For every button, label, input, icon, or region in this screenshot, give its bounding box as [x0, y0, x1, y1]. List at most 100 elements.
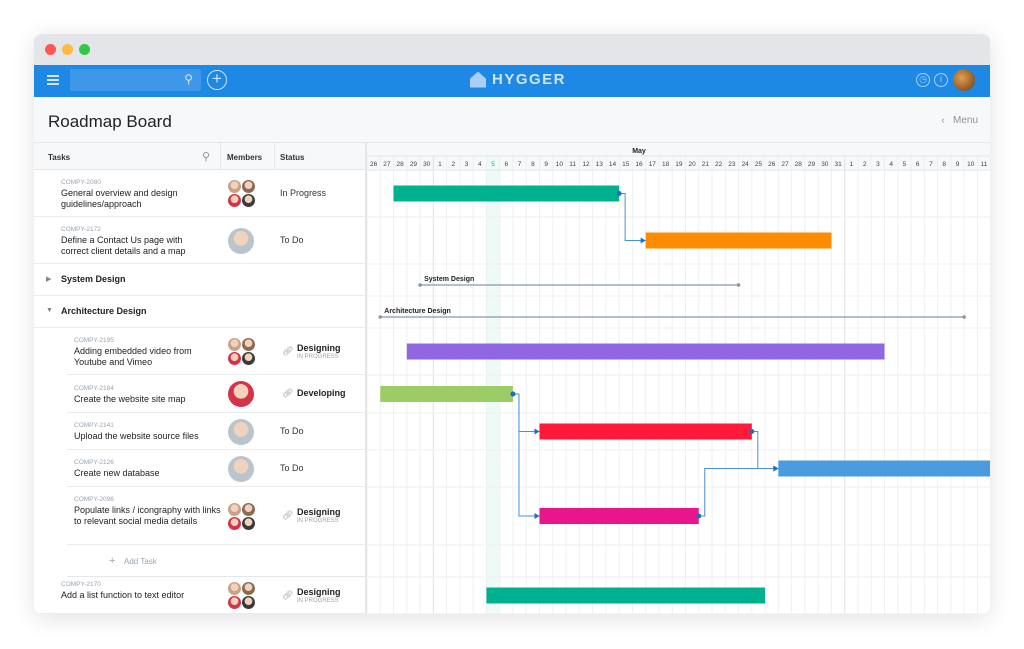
day-label: 28	[397, 161, 405, 168]
member-avatar[interactable]	[241, 516, 255, 530]
member-avatar[interactable]	[227, 180, 241, 193]
member-avatar[interactable]	[241, 596, 255, 609]
task-bar[interactable]	[380, 386, 513, 402]
day-label: 31	[834, 161, 842, 168]
member-avatar[interactable]	[241, 502, 255, 516]
task-id: COMPY-2172	[61, 225, 101, 233]
user-avatar[interactable]	[953, 69, 975, 91]
task-row[interactable]: COMPY-2126 Create new database To Do	[67, 450, 367, 487]
dependency-handle[interactable]	[510, 391, 516, 397]
task-name[interactable]: Upload the website source files	[74, 431, 199, 441]
member-avatar[interactable]	[228, 418, 254, 445]
task-name[interactable]: Populate links / icongraphy with links t…	[74, 504, 221, 526]
task-bar[interactable]	[486, 587, 766, 604]
task-name[interactable]: Define a Contact Us page with correct cl…	[61, 234, 186, 256]
task-row[interactable]: COMPY-2172 Define a Contact Us page with …	[34, 217, 367, 264]
minimize-window-button[interactable]	[62, 44, 73, 55]
status-label: In Progress	[280, 187, 327, 198]
maximize-window-button[interactable]	[79, 44, 90, 55]
day-label: 2	[863, 161, 867, 168]
column-header-status[interactable]: Status	[280, 153, 305, 162]
day-label: 4	[478, 161, 482, 168]
task-bar[interactable]	[406, 343, 885, 360]
task-name[interactable]: General overview and design guidelines/a…	[61, 187, 178, 209]
day-label: 15	[622, 161, 630, 168]
dependency-arrow-icon	[534, 513, 540, 519]
link-icon: 🔗︎	[282, 510, 294, 520]
dependency-handle[interactable]	[696, 513, 702, 519]
task-row[interactable]: COMPY-2096 Populate links / icongraphy wi…	[67, 487, 367, 545]
day-label: 27	[383, 161, 391, 168]
task-name[interactable]: Add a list function to text editor	[61, 589, 185, 600]
member-avatar[interactable]	[227, 352, 241, 365]
member-avatar[interactable]	[227, 516, 241, 530]
task-bar[interactable]	[539, 423, 752, 440]
group-row[interactable]: ▼ Architecture Design	[34, 296, 367, 328]
add-button[interactable]: +	[207, 70, 227, 90]
column-header-members[interactable]: Members	[227, 153, 263, 162]
column-header-tasks[interactable]: Tasks	[48, 153, 71, 162]
member-avatar[interactable]	[228, 455, 254, 482]
member-avatar[interactable]	[227, 194, 241, 207]
member-avatar[interactable]	[228, 381, 254, 407]
status-sublabel: IN PROGRESS	[297, 518, 339, 524]
member-avatar[interactable]	[227, 338, 241, 351]
menu-toggle[interactable]: ‹ Menu	[941, 115, 978, 126]
member-avatar[interactable]	[227, 596, 241, 609]
task-bar[interactable]	[393, 185, 620, 202]
dependency-handle[interactable]	[749, 429, 755, 434]
member-avatar[interactable]	[241, 338, 255, 351]
group-row[interactable]: ▶ System Design	[34, 264, 367, 296]
task-bar[interactable]	[539, 508, 699, 524]
dependency-arrow-icon	[640, 237, 646, 244]
hamburger-menu-icon[interactable]	[47, 75, 59, 85]
page-header: Roadmap Board ‹ Menu	[34, 97, 990, 143]
info-icon[interactable]: i	[934, 73, 948, 87]
dependency-handle[interactable]	[616, 191, 622, 196]
task-row[interactable]: COMPY-2195 Adding embedded video from You…	[67, 328, 367, 375]
task-list-header: Tasks ⚲ Members Status	[34, 143, 365, 170]
task-name[interactable]: Adding embedded video from Youtube and V…	[74, 345, 192, 367]
task-list: Tasks ⚲ Members Status COMPY-2080 General…	[34, 143, 367, 614]
member-avatar[interactable]	[241, 180, 255, 193]
add-task-button[interactable]: Add Task	[124, 557, 157, 566]
day-label: 5	[903, 161, 907, 168]
member-avatar[interactable]	[241, 582, 255, 595]
task-id: COMPY-2170	[61, 580, 101, 588]
close-window-button[interactable]	[45, 44, 56, 55]
caret-right-icon[interactable]: ▶	[46, 276, 52, 283]
day-label: 25	[755, 161, 763, 168]
task-row[interactable]: COMPY-2080 General overview and design gu…	[34, 170, 367, 217]
group-name: Architecture Design	[61, 306, 147, 316]
task-row[interactable]: COMPY-2141 Upload the website source file…	[67, 413, 367, 450]
day-label: 26	[370, 161, 378, 168]
group-bar-label: System Design	[424, 276, 474, 283]
member-avatar[interactable]	[227, 582, 241, 595]
clock-icon[interactable]: ◷	[916, 73, 930, 87]
day-label: 1	[438, 161, 442, 168]
dependency-arrow-icon	[773, 465, 779, 472]
status-label: Developing	[297, 388, 346, 398]
member-avatar[interactable]	[241, 352, 255, 365]
task-row[interactable]: COMPY-2170 Add a list function to text ed…	[34, 577, 367, 614]
day-label: 26	[768, 161, 776, 168]
task-bar[interactable]	[645, 232, 832, 249]
search-input[interactable]: ⚲	[70, 69, 201, 91]
link-icon: 🔗︎	[282, 388, 294, 398]
member-avatar[interactable]	[228, 227, 254, 254]
member-avatar[interactable]	[241, 194, 255, 207]
day-label: 13	[596, 161, 604, 168]
caret-down-icon[interactable]: ▼	[46, 307, 53, 314]
task-search-icon[interactable]: ⚲	[202, 151, 211, 163]
add-task-row[interactable]: + Add Task	[67, 545, 367, 577]
dependency-arrow-icon	[534, 428, 540, 435]
day-label: 8	[942, 161, 946, 168]
task-name[interactable]: Create the website site map	[74, 393, 186, 404]
status-sublabel: IN PROGRESS	[297, 597, 339, 604]
task-bar[interactable]	[778, 460, 990, 477]
day-label: 6	[505, 161, 509, 168]
task-name[interactable]: Create new database	[74, 468, 160, 478]
task-row[interactable]: COMPY-2184 Create the website site map 🔗︎ D…	[67, 375, 367, 413]
logo: HYGGER	[470, 71, 566, 88]
member-avatar[interactable]	[227, 502, 241, 516]
